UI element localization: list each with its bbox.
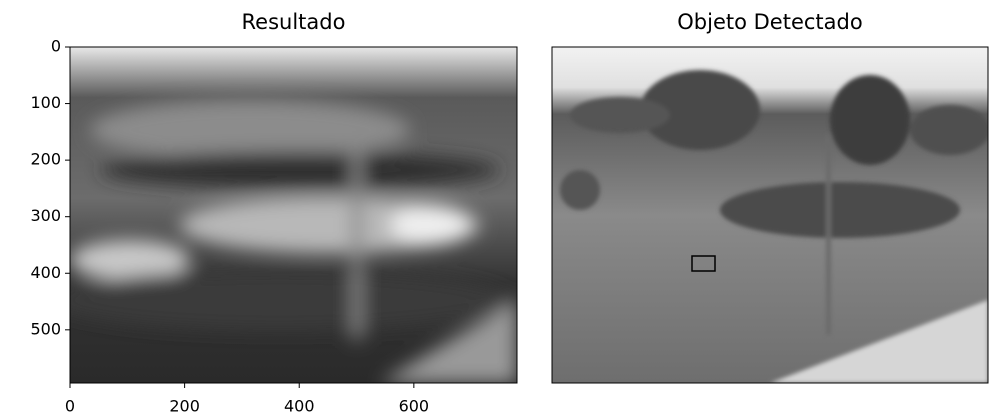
x-tick-label: 400 <box>284 397 315 416</box>
x-tick-label: 0 <box>65 397 75 416</box>
y-tick-label: 400 <box>30 263 61 282</box>
x-tick-label: 200 <box>169 397 200 416</box>
x-tick-label: 600 <box>399 397 430 416</box>
y-tick-label: 100 <box>30 93 61 112</box>
detected-image <box>552 47 990 383</box>
y-tick-label: 200 <box>30 150 61 169</box>
result-image <box>50 47 517 383</box>
axes-title: Resultado <box>242 10 346 34</box>
y-tick-label: 500 <box>30 319 61 338</box>
figure: Resultado 0 200 400 600 0 100 200 300 400 500 Objet… <box>0 0 990 419</box>
y-tick-label: 300 <box>30 206 61 225</box>
axes-title: Objeto Detectado <box>677 10 862 34</box>
y-tick-label: 0 <box>51 37 61 56</box>
